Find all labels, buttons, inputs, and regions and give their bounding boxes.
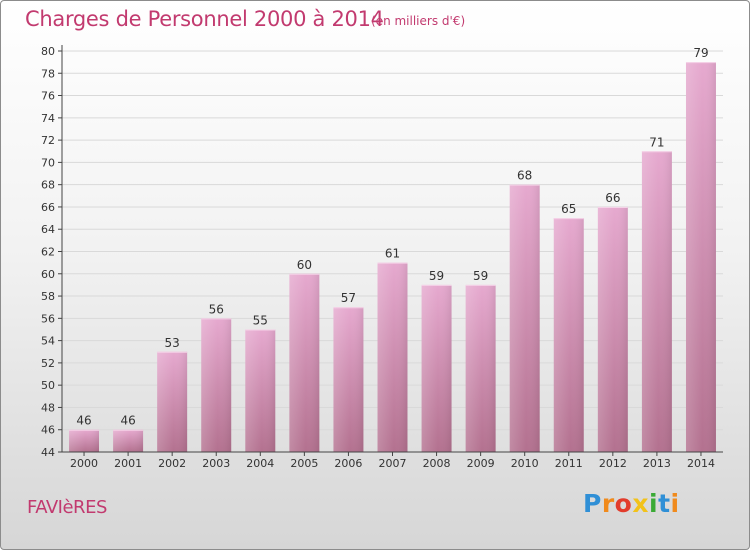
data-label: 57	[341, 291, 356, 305]
y-tick-label: 74	[41, 112, 55, 125]
y-tick-label: 54	[41, 335, 55, 348]
bar-shading	[201, 318, 232, 452]
y-tick-label: 66	[41, 201, 55, 214]
data-label: 59	[473, 269, 488, 283]
bar-shading	[465, 284, 496, 452]
x-tick-label: 2011	[555, 457, 583, 470]
x-tick-label: 2005	[290, 457, 318, 470]
bar-shading	[333, 307, 364, 452]
brand-logo: Proxiti	[583, 489, 680, 518]
commune-name: FAVIèRES	[27, 497, 107, 518]
x-tick-label: 2002	[158, 457, 186, 470]
bar-shading	[421, 284, 452, 452]
bar-shading	[157, 351, 188, 452]
y-tick-label: 60	[41, 268, 55, 281]
x-tick-label: 2000	[70, 457, 98, 470]
data-label: 71	[649, 135, 664, 149]
y-tick-label: 70	[41, 156, 55, 169]
data-label: 65	[561, 202, 576, 216]
y-tick-label: 72	[41, 134, 55, 147]
y-tick-label: 68	[41, 179, 55, 192]
chart-title: Charges de Personnel 2000 à 2014	[25, 7, 384, 31]
bar-shading	[641, 151, 672, 452]
x-tick-label: 2013	[643, 457, 671, 470]
y-tick-label: 56	[41, 312, 55, 325]
y-tick-label: 58	[41, 290, 55, 303]
brand-letter: o	[614, 489, 633, 518]
x-tick-label: 2012	[599, 457, 627, 470]
data-label: 79	[693, 46, 708, 60]
data-label: 46	[76, 414, 91, 428]
y-tick-label: 48	[41, 401, 55, 414]
data-label: 46	[120, 414, 135, 428]
brand-letter: x	[632, 489, 649, 518]
y-tick-label: 52	[41, 357, 55, 370]
data-label: 66	[605, 191, 620, 205]
bar-shading	[69, 429, 100, 452]
x-tick-label: 2007	[379, 457, 407, 470]
x-tick-label: 2009	[467, 457, 495, 470]
brand-letter: i	[670, 489, 680, 518]
bar-shading	[377, 262, 408, 452]
bar-shading	[509, 184, 540, 452]
x-tick-label: 2003	[202, 457, 230, 470]
y-tick-label: 76	[41, 90, 55, 103]
data-label: 60	[297, 258, 312, 272]
y-tick-label: 44	[41, 446, 55, 459]
y-tick-label: 50	[41, 379, 55, 392]
chart-subtitle: (en milliers d'€)	[371, 14, 466, 28]
bars	[69, 62, 716, 453]
y-tick-label: 62	[41, 246, 55, 259]
x-tick-label: 2010	[511, 457, 539, 470]
axes: 44 46 48 50 52 54 56 58 60 62 64 66 68 70 72 74 76 78 80 20…	[41, 45, 723, 470]
bar-shading	[553, 218, 584, 452]
x-tick-label: 2008	[423, 457, 451, 470]
bar-shading	[597, 206, 628, 452]
data-label: 55	[253, 313, 268, 327]
brand-letter: P	[583, 489, 602, 518]
bar-shading	[113, 429, 144, 452]
data-label: 68	[517, 169, 532, 183]
x-tick-label: 2006	[334, 457, 362, 470]
x-tick-label: 2014	[687, 457, 715, 470]
bar-shading	[245, 329, 276, 452]
data-label: 53	[165, 336, 180, 350]
data-labels: 46 46 53 56 55 60 57 61 59 59 68 65 66 71 79	[76, 46, 708, 428]
y-tick-label: 46	[41, 424, 55, 437]
x-tick-label: 2001	[114, 457, 142, 470]
data-label: 59	[429, 269, 444, 283]
y-tick-label: 78	[41, 67, 55, 80]
x-tick-label: 2004	[246, 457, 274, 470]
y-tick-label: 64	[41, 223, 55, 236]
data-label: 61	[385, 247, 400, 261]
bar-shading	[289, 273, 320, 452]
bar-shading	[685, 62, 716, 453]
brand-letter: t	[658, 489, 671, 518]
data-label: 56	[209, 302, 224, 316]
brand-letter: r	[601, 489, 615, 518]
brand-letter: i	[649, 489, 659, 518]
y-tick-label: 80	[41, 45, 55, 58]
